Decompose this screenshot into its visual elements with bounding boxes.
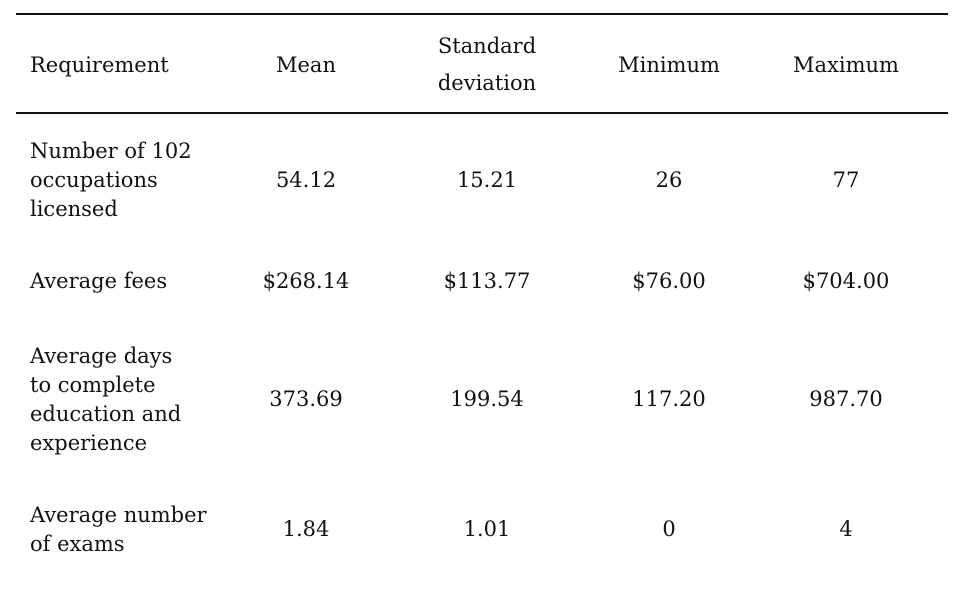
cell-sd: 1.01	[463, 517, 511, 541]
row-label-line: occupations	[30, 168, 158, 192]
header-maximum: Maximum	[793, 53, 899, 77]
row-label-line: of exams	[30, 532, 125, 556]
cell-min: $76.00	[632, 269, 706, 293]
cell-mean: 54.12	[275, 168, 337, 192]
row-label-days: Average days to complete education and e…	[30, 342, 181, 458]
cell-mean: 373.69	[269, 387, 343, 411]
cell-min: 117.20	[632, 387, 706, 411]
row-label-occupations: Number of 102 occupations licensed	[30, 137, 192, 224]
header-standard-deviation-line1: Standard	[437, 34, 537, 58]
cell-max: 987.70	[809, 387, 883, 411]
header-mean: Mean	[276, 53, 336, 77]
cell-mean: 1.84	[282, 517, 330, 541]
row-label-line: to complete	[30, 373, 156, 397]
cell-sd: 15.21	[456, 168, 518, 192]
row-label-line: licensed	[30, 197, 118, 221]
row-label-line: Number of 102	[30, 139, 192, 163]
cell-min: 0	[662, 517, 676, 541]
row-label-line: Average fees	[30, 269, 168, 293]
header-standard-deviation-line2: deviation	[437, 71, 537, 95]
row-label-line: Average number	[30, 503, 207, 527]
header-requirement: Requirement	[30, 53, 169, 77]
row-label-line: experience	[30, 431, 148, 455]
row-label-exams: Average number of exams	[30, 501, 207, 559]
cell-sd: 199.54	[450, 387, 524, 411]
cell-sd: $113.77	[443, 269, 531, 293]
cell-max: $704.00	[802, 269, 890, 293]
table-header-rule	[16, 112, 948, 114]
row-label-line: education and	[30, 402, 182, 426]
cell-max: 77	[832, 168, 860, 192]
row-label-fees: Average fees	[30, 267, 167, 296]
header-minimum: Minimum	[618, 53, 720, 77]
cell-min: 26	[655, 168, 683, 192]
cell-max: 4	[839, 517, 853, 541]
cell-mean: $268.14	[262, 269, 350, 293]
row-label-line: Average days	[30, 344, 173, 368]
table-top-rule	[16, 13, 948, 15]
